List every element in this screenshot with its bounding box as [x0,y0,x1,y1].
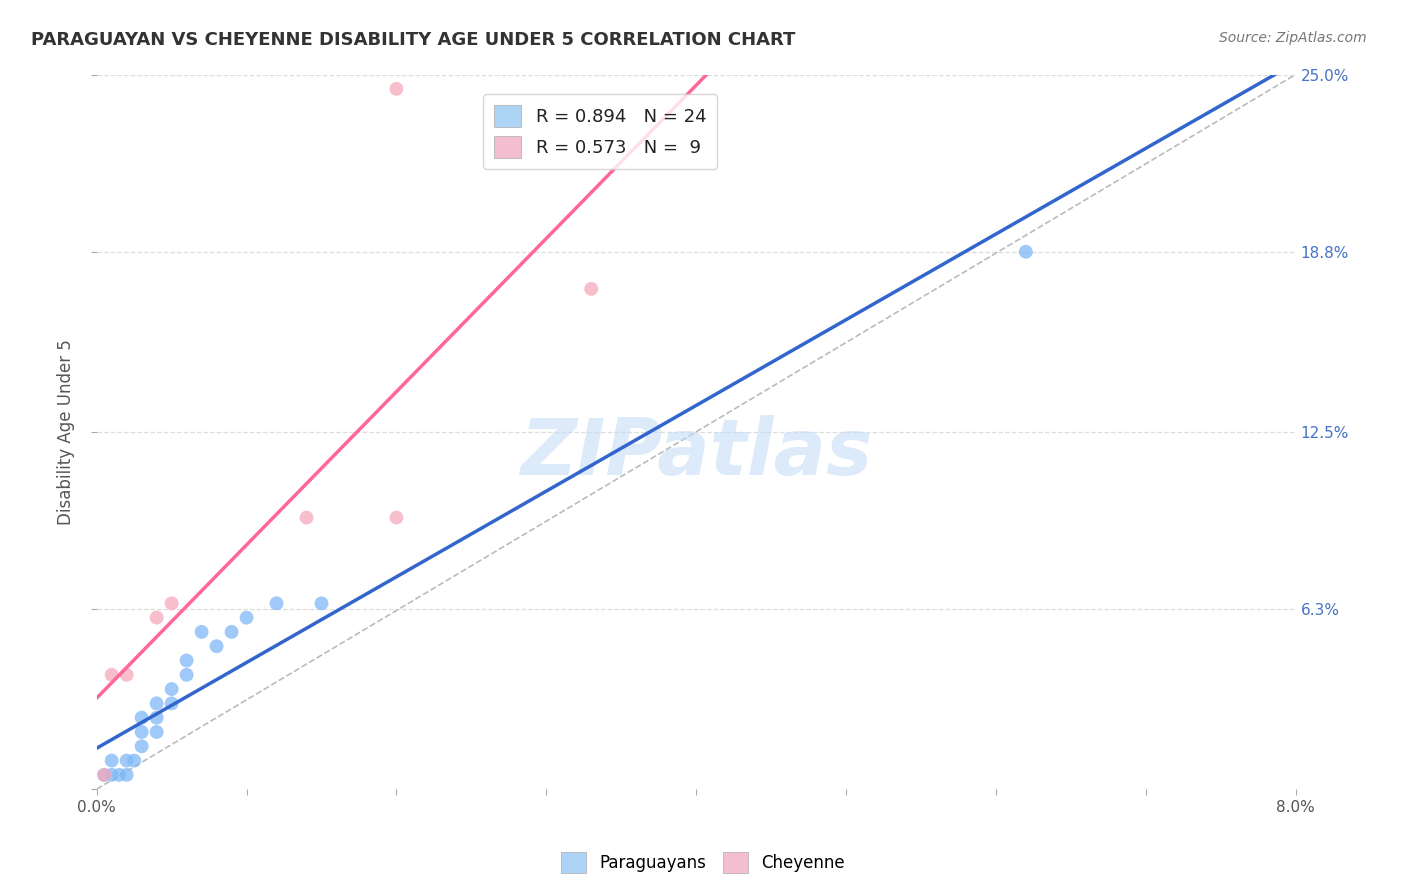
Point [205,639,228,653]
Text: PARAGUAYAN VS CHEYENNE DISABILITY AGE UNDER 5 CORRELATION CHART: PARAGUAYAN VS CHEYENNE DISABILITY AGE UN… [31,31,796,49]
Point [100,668,122,682]
Point [93,768,115,782]
Point [1015,244,1038,259]
Legend: Paraguayans, Cheyenne: Paraguayans, Cheyenne [554,846,852,880]
Point [145,725,167,739]
Point [145,711,167,725]
Point [131,725,153,739]
Point [221,624,243,639]
Point [295,510,318,524]
Point [145,610,167,624]
Point [385,510,408,524]
Point [108,768,131,782]
Point [100,754,122,768]
Point [131,739,153,754]
Point [115,668,138,682]
Point [176,653,198,667]
Point [145,697,167,711]
Point [115,754,138,768]
Point [131,711,153,725]
Point [190,624,212,639]
Point [160,697,183,711]
Point [235,610,257,624]
Point [100,768,122,782]
Point [122,754,145,768]
Text: ZIPatlas: ZIPatlas [520,416,872,491]
Point [311,596,333,610]
Point [266,596,288,610]
Point [160,596,183,610]
Legend: R = 0.894   N = 24, R = 0.573   N =  9: R = 0.894 N = 24, R = 0.573 N = 9 [484,95,717,169]
Point [581,282,603,296]
Text: Source: ZipAtlas.com: Source: ZipAtlas.com [1219,31,1367,45]
Point [385,82,408,96]
Point [93,768,115,782]
Y-axis label: Disability Age Under 5: Disability Age Under 5 [58,339,75,524]
Point [176,668,198,682]
Point [160,682,183,697]
Point [115,768,138,782]
